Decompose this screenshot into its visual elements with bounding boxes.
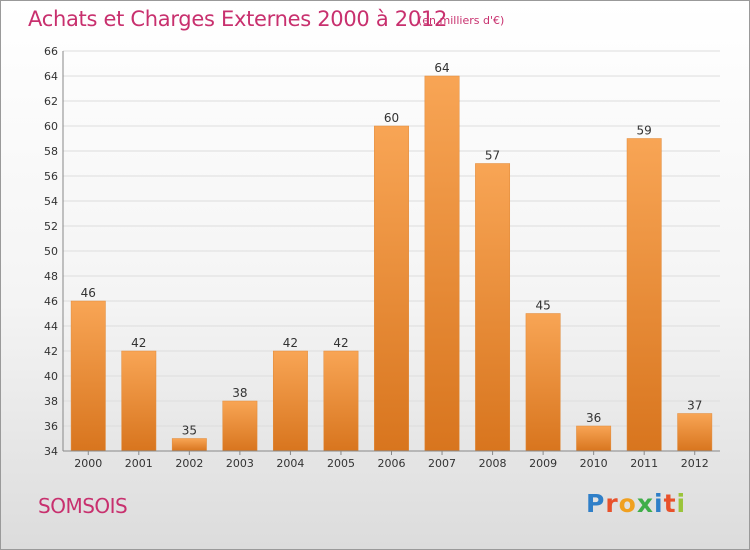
- y-tick-label: 60: [44, 120, 58, 133]
- x-tick-label: 2004: [276, 457, 304, 470]
- y-tick-label: 58: [44, 145, 58, 158]
- x-tick-label: 2011: [630, 457, 658, 470]
- data-label: 60: [384, 111, 399, 125]
- y-tick-label: 56: [44, 170, 58, 183]
- x-tick-label: 2008: [479, 457, 507, 470]
- y-tick-label: 66: [44, 45, 58, 58]
- bar[interactable]: [323, 350, 359, 452]
- logo-letter: t: [663, 489, 677, 518]
- x-tick-label: 2010: [580, 457, 608, 470]
- y-tick-label: 64: [44, 70, 58, 83]
- bar[interactable]: [626, 138, 662, 452]
- data-label: 35: [182, 424, 197, 438]
- data-label: 36: [586, 411, 601, 425]
- data-label: 57: [485, 149, 500, 163]
- axes: 34 36 38 40 42 44 46 48 50 52 54 56 58 60 62 64 66 2000 20…: [44, 45, 720, 470]
- data-label: 42: [283, 336, 298, 350]
- commune-name: SOMSOIS: [38, 494, 128, 518]
- x-tick-label: 2005: [327, 457, 355, 470]
- logo-letter: o: [618, 489, 637, 518]
- logo-letter: i: [654, 489, 664, 518]
- chart-title: Achats et Charges Externes 2000 à 2012: [28, 7, 448, 31]
- y-tick-label: 38: [44, 395, 58, 408]
- bar[interactable]: [525, 313, 561, 452]
- y-tick-label: 36: [44, 420, 58, 433]
- y-tick-label: 46: [44, 295, 58, 308]
- logo-letter: i: [676, 489, 687, 518]
- bar[interactable]: [171, 438, 207, 452]
- data-label: 59: [637, 124, 652, 138]
- bar[interactable]: [677, 413, 713, 452]
- bar[interactable]: [222, 400, 258, 452]
- x-tick-label: 2009: [529, 457, 557, 470]
- data-label: 46: [81, 286, 96, 300]
- x-tick-label: 2012: [681, 457, 709, 470]
- y-tick-label: 40: [44, 370, 58, 383]
- y-tick-label: 48: [44, 270, 58, 283]
- bar[interactable]: [121, 350, 157, 452]
- data-labels: 46 42 35 38 42 42 60 64 57 45 36 59 37: [81, 61, 703, 438]
- data-label: 42: [333, 336, 348, 350]
- y-tick-label: 44: [44, 320, 58, 333]
- chart-subtitle: (en milliers d'€): [418, 14, 505, 27]
- bar[interactable]: [424, 75, 460, 452]
- logo-letter: P: [586, 489, 606, 518]
- data-label: 38: [232, 386, 247, 400]
- y-tick-label: 34: [44, 445, 58, 458]
- logo-letter: x: [636, 489, 654, 518]
- bars: [70, 75, 713, 452]
- logo-letter: r: [605, 489, 619, 518]
- x-tick-label: 2007: [428, 457, 456, 470]
- x-tick-label: 2006: [378, 457, 406, 470]
- data-label: 64: [434, 61, 449, 75]
- bar[interactable]: [70, 300, 106, 452]
- bar[interactable]: [576, 425, 612, 452]
- proxiti-logo[interactable]: Proxiti: [586, 489, 686, 518]
- y-tick-label: 52: [44, 220, 58, 233]
- x-tick-label: 2002: [175, 457, 203, 470]
- bar[interactable]: [374, 125, 409, 452]
- x-tick-label: 2003: [226, 457, 254, 470]
- data-label: 42: [131, 336, 146, 350]
- y-tick-label: 62: [44, 95, 58, 108]
- bar[interactable]: [475, 163, 511, 452]
- y-tick-label: 42: [44, 345, 58, 358]
- y-tick-label: 50: [44, 245, 58, 258]
- x-tick-label: 2000: [74, 457, 102, 470]
- x-tick-label: 2001: [125, 457, 153, 470]
- y-tick-label: 54: [44, 195, 58, 208]
- bar[interactable]: [272, 350, 308, 452]
- data-label: 45: [535, 299, 550, 313]
- data-label: 37: [687, 399, 702, 413]
